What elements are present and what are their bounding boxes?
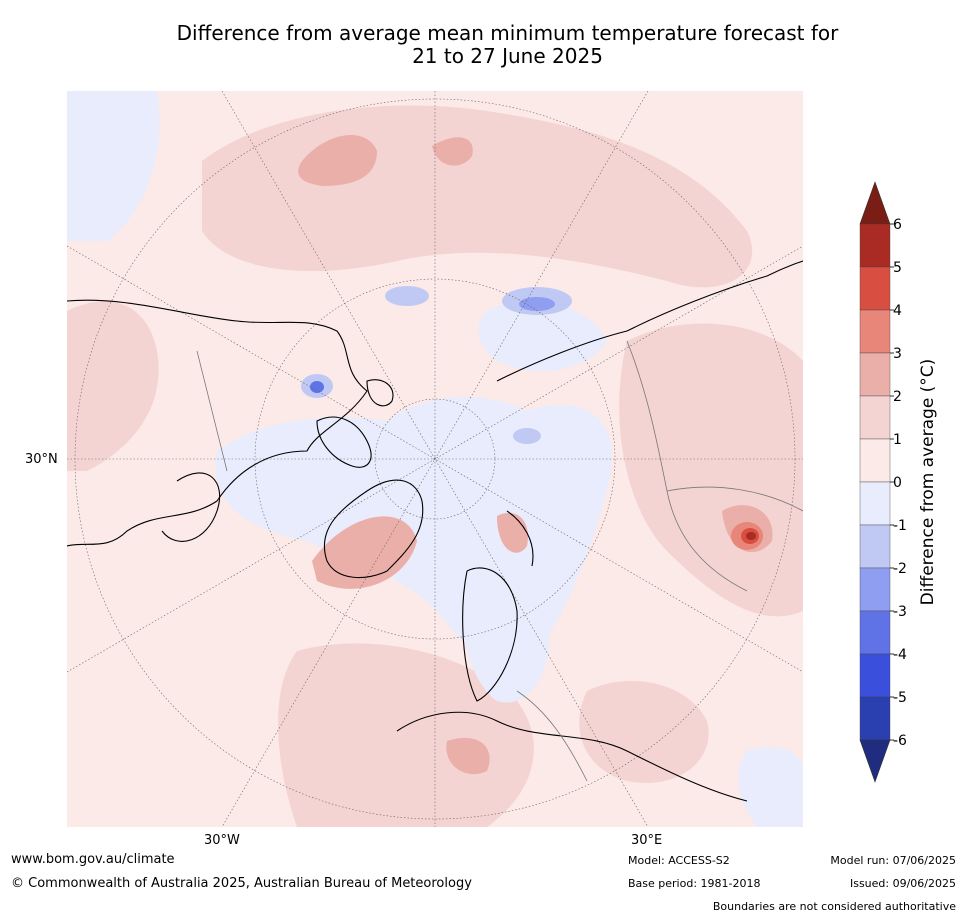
title-line-2: 21 to 27 June 2025 (412, 44, 603, 68)
anomaly-region-m1-0 (67, 91, 160, 241)
colorbar-tick-label: -5 (893, 690, 907, 706)
forecast-map (67, 91, 803, 827)
colorbar-segment (859, 481, 891, 526)
coastline-europe (396, 711, 748, 802)
colorbar-tick-label: 2 (893, 389, 902, 405)
coastline-arctic-islands (366, 379, 394, 407)
latitude-circle-60N (254, 278, 616, 640)
longitude-label-30w: 30°W (204, 833, 240, 848)
colorbar-over-arrow (859, 181, 891, 225)
anomaly-patch-m3-m2 (519, 297, 555, 311)
colorbar-tick-label: 0 (893, 475, 902, 491)
coastline-novaya-zemlya (506, 510, 534, 567)
colorbar-tick-label: -2 (893, 561, 907, 577)
colorbar-title: Difference from average (°C) (918, 358, 938, 606)
coastline-north-america (67, 299, 368, 547)
anomaly-region-m1-0 (461, 568, 549, 703)
anomaly-region-m1-0 (738, 747, 803, 827)
colorbar-segment (859, 696, 891, 741)
colorbar-segment (859, 309, 891, 354)
country-border (196, 350, 228, 472)
footer-issued: Issued: 09/06/2025 (849, 877, 956, 890)
country-border (666, 486, 803, 512)
anomaly-region-2-3 (312, 516, 417, 589)
colorbar-tick-label: -3 (893, 604, 907, 620)
country-border (626, 340, 748, 592)
anomaly-patch-m2-m1 (513, 428, 541, 444)
map-canvas (67, 91, 803, 827)
colorbar-tick-label: 6 (893, 217, 902, 233)
anomaly-region-1-2 (579, 681, 709, 783)
colorbar-tick-label: 3 (893, 346, 902, 362)
colorbar-segment (859, 567, 891, 612)
colorbar-segment (859, 266, 891, 311)
anomaly-region-1-2 (67, 301, 159, 471)
colorbar-tick-label: 5 (893, 260, 902, 276)
colorbar-segment (859, 438, 891, 483)
latitude-label-30n: 30°N (25, 452, 58, 467)
anomaly-region-m1-0 (478, 301, 607, 372)
coastline-greenland (323, 479, 424, 579)
graticule (67, 91, 803, 827)
country-borders (196, 340, 803, 782)
colorbar: 6 5 4 3 2 1 0 -1 -2 -3 -4 -5 -6 (855, 180, 965, 790)
anomaly-patch-5-6 (746, 532, 756, 540)
country-border (516, 690, 588, 782)
anomaly-region-1-2 (278, 643, 534, 827)
anomaly-region-2-3 (432, 137, 473, 166)
title-line-1: Difference from average mean minimum tem… (176, 21, 839, 45)
coastline-scandinavia (462, 567, 518, 702)
anomaly-region-2-3 (298, 134, 377, 186)
colorbar-tick-label: -1 (893, 518, 907, 534)
longitude-label-30e: 30°E (631, 833, 663, 848)
colorbar-segment (859, 352, 891, 397)
colorbar-segment (859, 223, 891, 268)
anomaly-region-2-3 (446, 737, 490, 775)
coastline-hudson-bay (161, 472, 221, 542)
colorbar-tick-label: 4 (893, 303, 902, 319)
anomaly-patch-m2-m1 (385, 286, 429, 306)
footer-copyright: © Commonwealth of Australia 2025, Austra… (11, 876, 472, 891)
colorbar-segment (859, 653, 891, 698)
footer-base-period: Base period: 1981-2018 (628, 877, 761, 890)
colorbar-segment (859, 610, 891, 655)
colorbar-segment (859, 395, 891, 440)
colorbar-under-arrow (859, 739, 891, 783)
coastlines (67, 260, 803, 802)
footer-model: Model: ACCESS-S2 (628, 854, 730, 867)
colorbar-tick-label: -6 (893, 733, 907, 749)
colorbar-canvas: 6 5 4 3 2 1 0 -1 -2 -3 -4 -5 -6 (859, 181, 907, 783)
footer-website: www.bom.gov.au/climate (11, 852, 175, 867)
chart-title: Difference from average mean minimum tem… (60, 22, 955, 68)
colorbar-tick-label: 1 (893, 432, 902, 448)
footer-model-run: Model run: 07/06/2025 (830, 854, 956, 867)
coastline-arctic-islands (316, 416, 372, 468)
colorbar-tick-label: -4 (893, 647, 907, 663)
footer-disclaimer: Boundaries are not considered authoritat… (712, 900, 956, 913)
anomaly-patch-m4-m3 (310, 381, 324, 393)
colorbar-segment (859, 524, 891, 569)
coastline-siberia (496, 260, 803, 382)
